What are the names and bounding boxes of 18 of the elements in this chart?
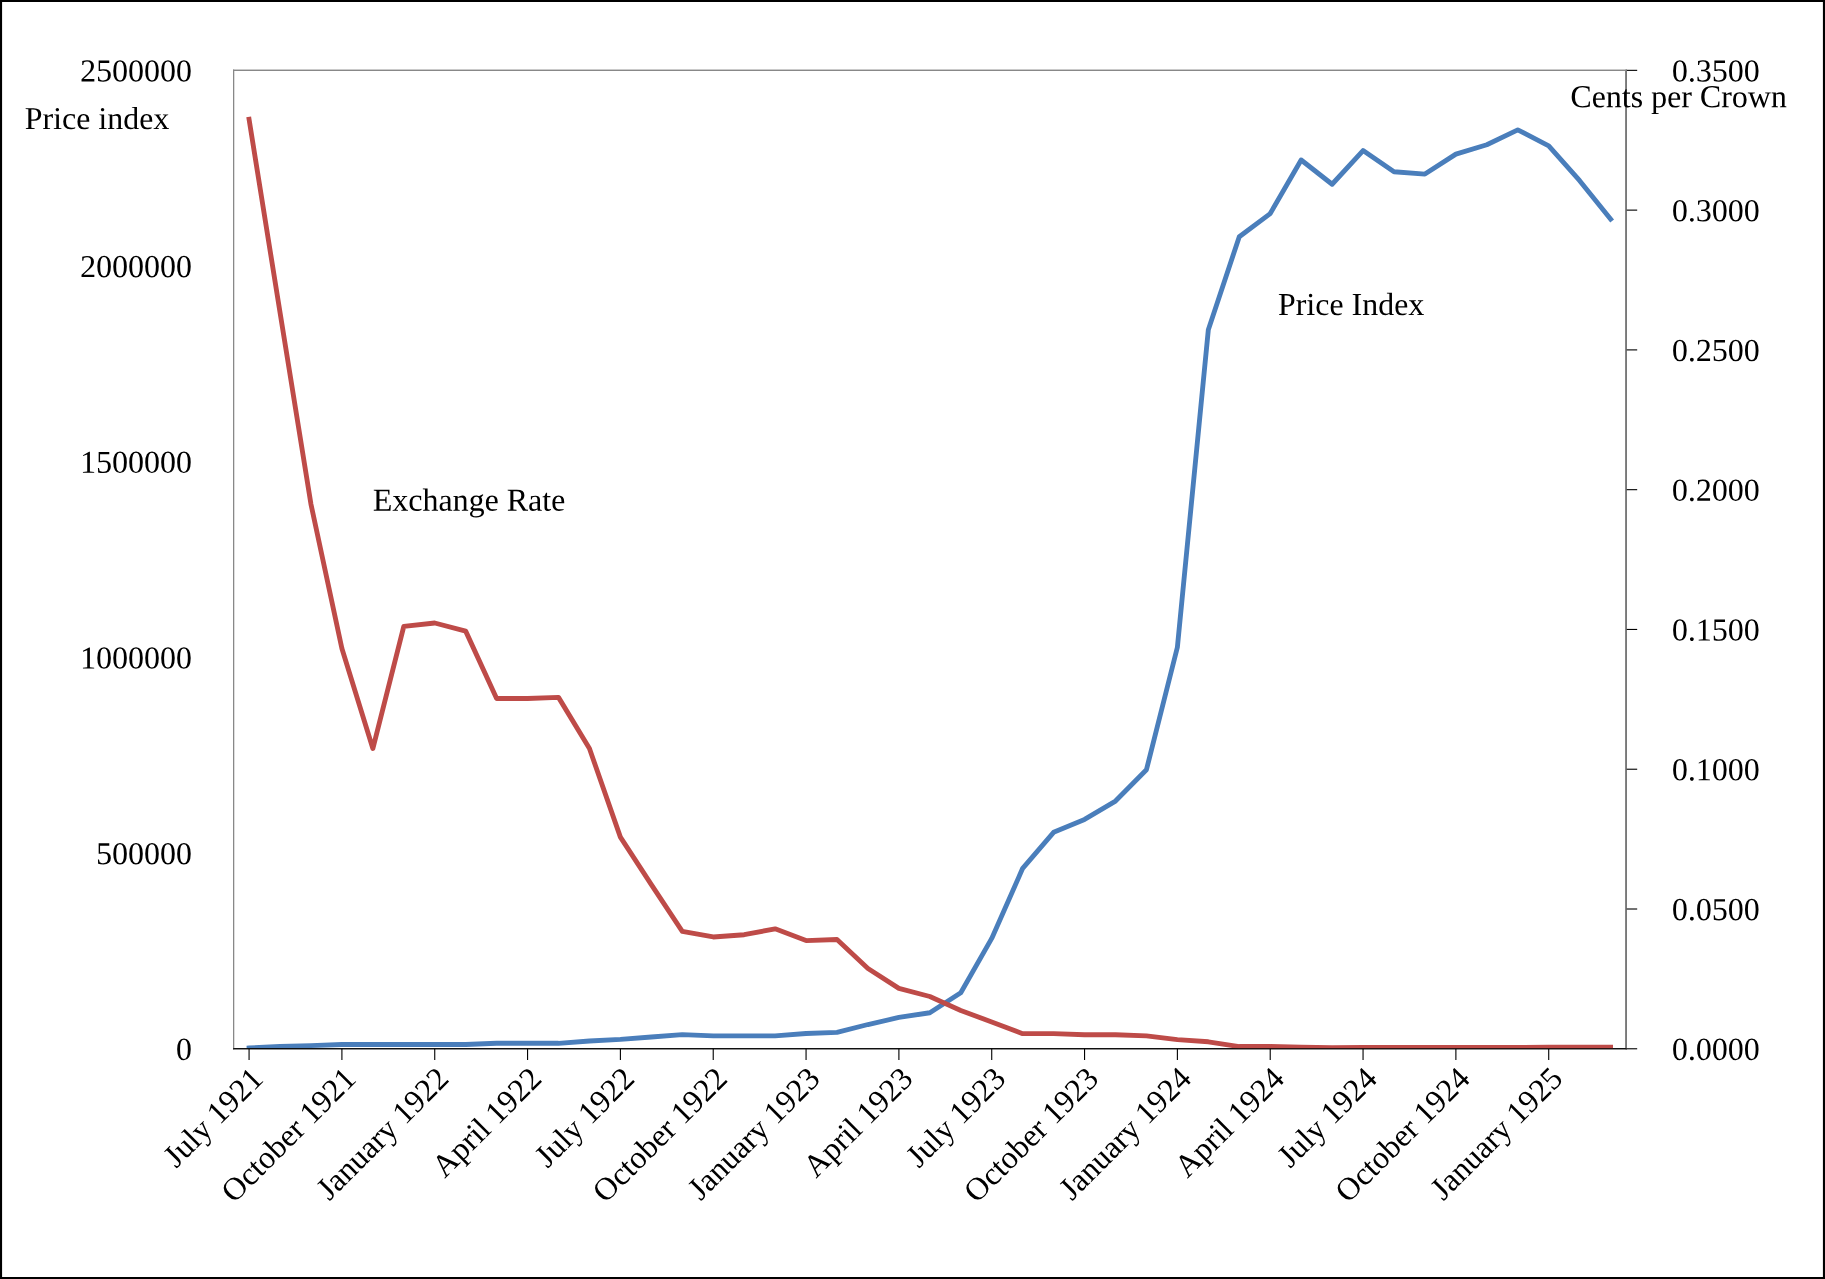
y2-tick-label: 0.1000 — [1673, 759, 1759, 781]
y-tick-label: 0 — [177, 1038, 191, 1061]
y-axis-title: Price index — [25, 106, 169, 130]
y-tick-label: 1500000 — [82, 451, 191, 474]
y-tick-label: 2500000 — [81, 60, 191, 82]
y-tick-label: 1000000 — [82, 647, 191, 669]
y2-tick-label: 0.0500 — [1673, 898, 1759, 921]
y2-tick-label: 0.0000 — [1673, 1038, 1759, 1061]
series-label: Exchange Rate — [373, 488, 565, 518]
y2-tick-label: 0.2000 — [1673, 479, 1759, 502]
y2-tick-label: 0.3000 — [1673, 199, 1759, 222]
y-tick-label: 2000000 — [81, 255, 191, 278]
y2-axis-title: Cents per Crown — [1571, 86, 1787, 114]
y2-tick-label: 0.3500 — [1673, 60, 1759, 82]
y-tick-label: 500000 — [97, 842, 191, 865]
y2-tick-label: 0.2500 — [1673, 339, 1759, 362]
y2-tick-label: 0.1500 — [1673, 619, 1759, 641]
series-label: Price Index — [1278, 292, 1424, 316]
